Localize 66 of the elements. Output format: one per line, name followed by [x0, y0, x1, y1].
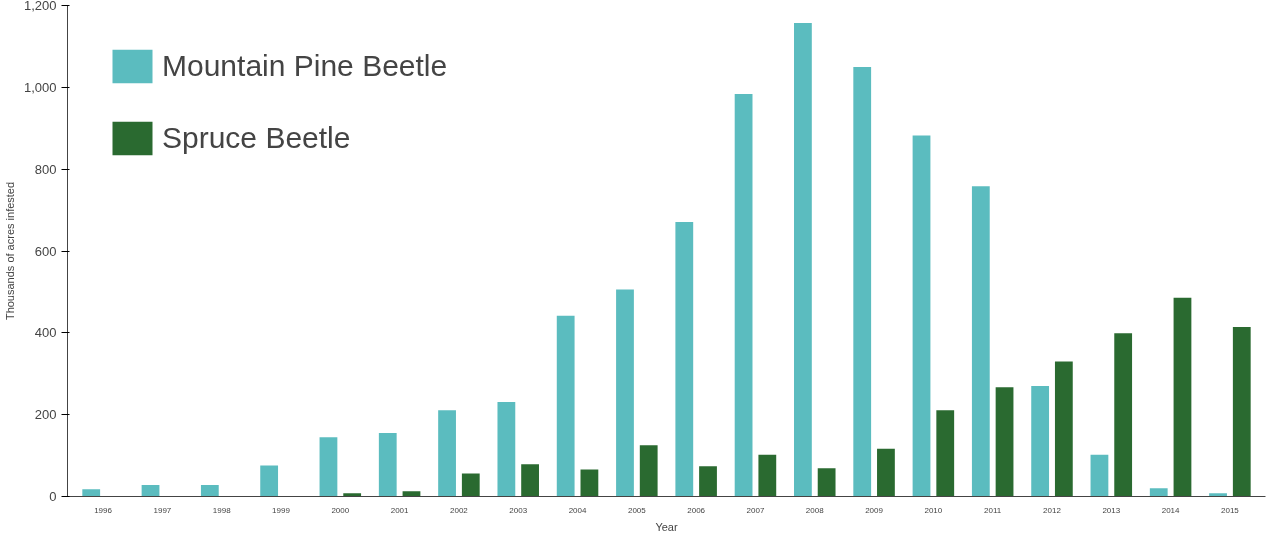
bar: [556, 315, 575, 497]
x-tick-label: 2005: [627, 505, 647, 515]
bar: [817, 468, 836, 497]
x-tick-label: 2001: [390, 505, 410, 515]
x-tick-label: 1997: [153, 505, 172, 515]
y-tick-label: 200: [34, 407, 57, 423]
x-tick-label: 2014: [1161, 505, 1181, 515]
bar: [521, 464, 539, 497]
x-tick-label: 2007: [746, 505, 765, 515]
bar: [1173, 297, 1192, 497]
x-tick-label: 2008: [805, 505, 825, 515]
bar: [82, 489, 101, 497]
x-tick-label: 2004: [568, 505, 587, 515]
bar: [758, 454, 777, 497]
bar: [912, 135, 931, 497]
bar: [616, 289, 634, 497]
bar: [1031, 386, 1050, 497]
bar: [580, 469, 599, 497]
bar: [1090, 454, 1109, 497]
y-tick-label: 600: [34, 243, 57, 259]
y-tick-label: 1,000: [23, 79, 57, 95]
x-tick-label: 2012: [1043, 505, 1062, 515]
y-tick-label: 800: [34, 161, 57, 177]
x-tick-label: 2002: [450, 505, 469, 515]
bar: [378, 433, 397, 497]
bar: [995, 387, 1014, 497]
y-tick-label: 400: [34, 325, 57, 341]
bar: [675, 221, 694, 497]
bar: [877, 448, 895, 497]
bar: [1114, 333, 1133, 497]
y-axis-title: Thousands of acres infested: [3, 181, 16, 321]
x-tick-label: 1999: [272, 505, 291, 515]
bar: [343, 493, 362, 497]
bar: [971, 186, 990, 497]
bar: [461, 473, 480, 497]
x-tick-label: 2000: [331, 505, 350, 515]
x-tick-label: 2010: [924, 505, 943, 515]
x-tick-label: 2013: [1102, 505, 1121, 515]
bar: [497, 401, 516, 497]
bar: [200, 485, 219, 497]
bar: [639, 445, 658, 497]
x-tick-label: 1998: [212, 505, 232, 515]
x-tick-label: 2006: [687, 505, 706, 515]
bar: [936, 410, 955, 497]
bar: [734, 93, 753, 497]
bar: [699, 466, 717, 497]
x-tick-label: 2009: [865, 505, 884, 515]
x-tick-label: 2015: [1221, 505, 1240, 515]
legend-label: Mountain Pine Beetle: [162, 49, 448, 83]
bar: [1232, 327, 1251, 497]
legend-label: Spruce Beetle: [162, 121, 351, 155]
bar: [1149, 488, 1168, 497]
x-tick-label: 2011: [984, 505, 1002, 515]
bar: [1209, 493, 1227, 497]
bar: [319, 437, 338, 497]
y-tick-label: 1,200: [23, 0, 57, 13]
x-tick-label: 2003: [509, 505, 528, 515]
bar: [1054, 361, 1073, 497]
x-tick-label: 1996: [94, 505, 113, 515]
x-axis-title: Year: [655, 520, 678, 533]
bar: [141, 485, 160, 497]
bar: [260, 465, 279, 497]
bar: [794, 23, 812, 497]
bar: [438, 410, 456, 497]
bar: [853, 66, 872, 497]
y-tick-label: 0: [49, 489, 57, 504]
